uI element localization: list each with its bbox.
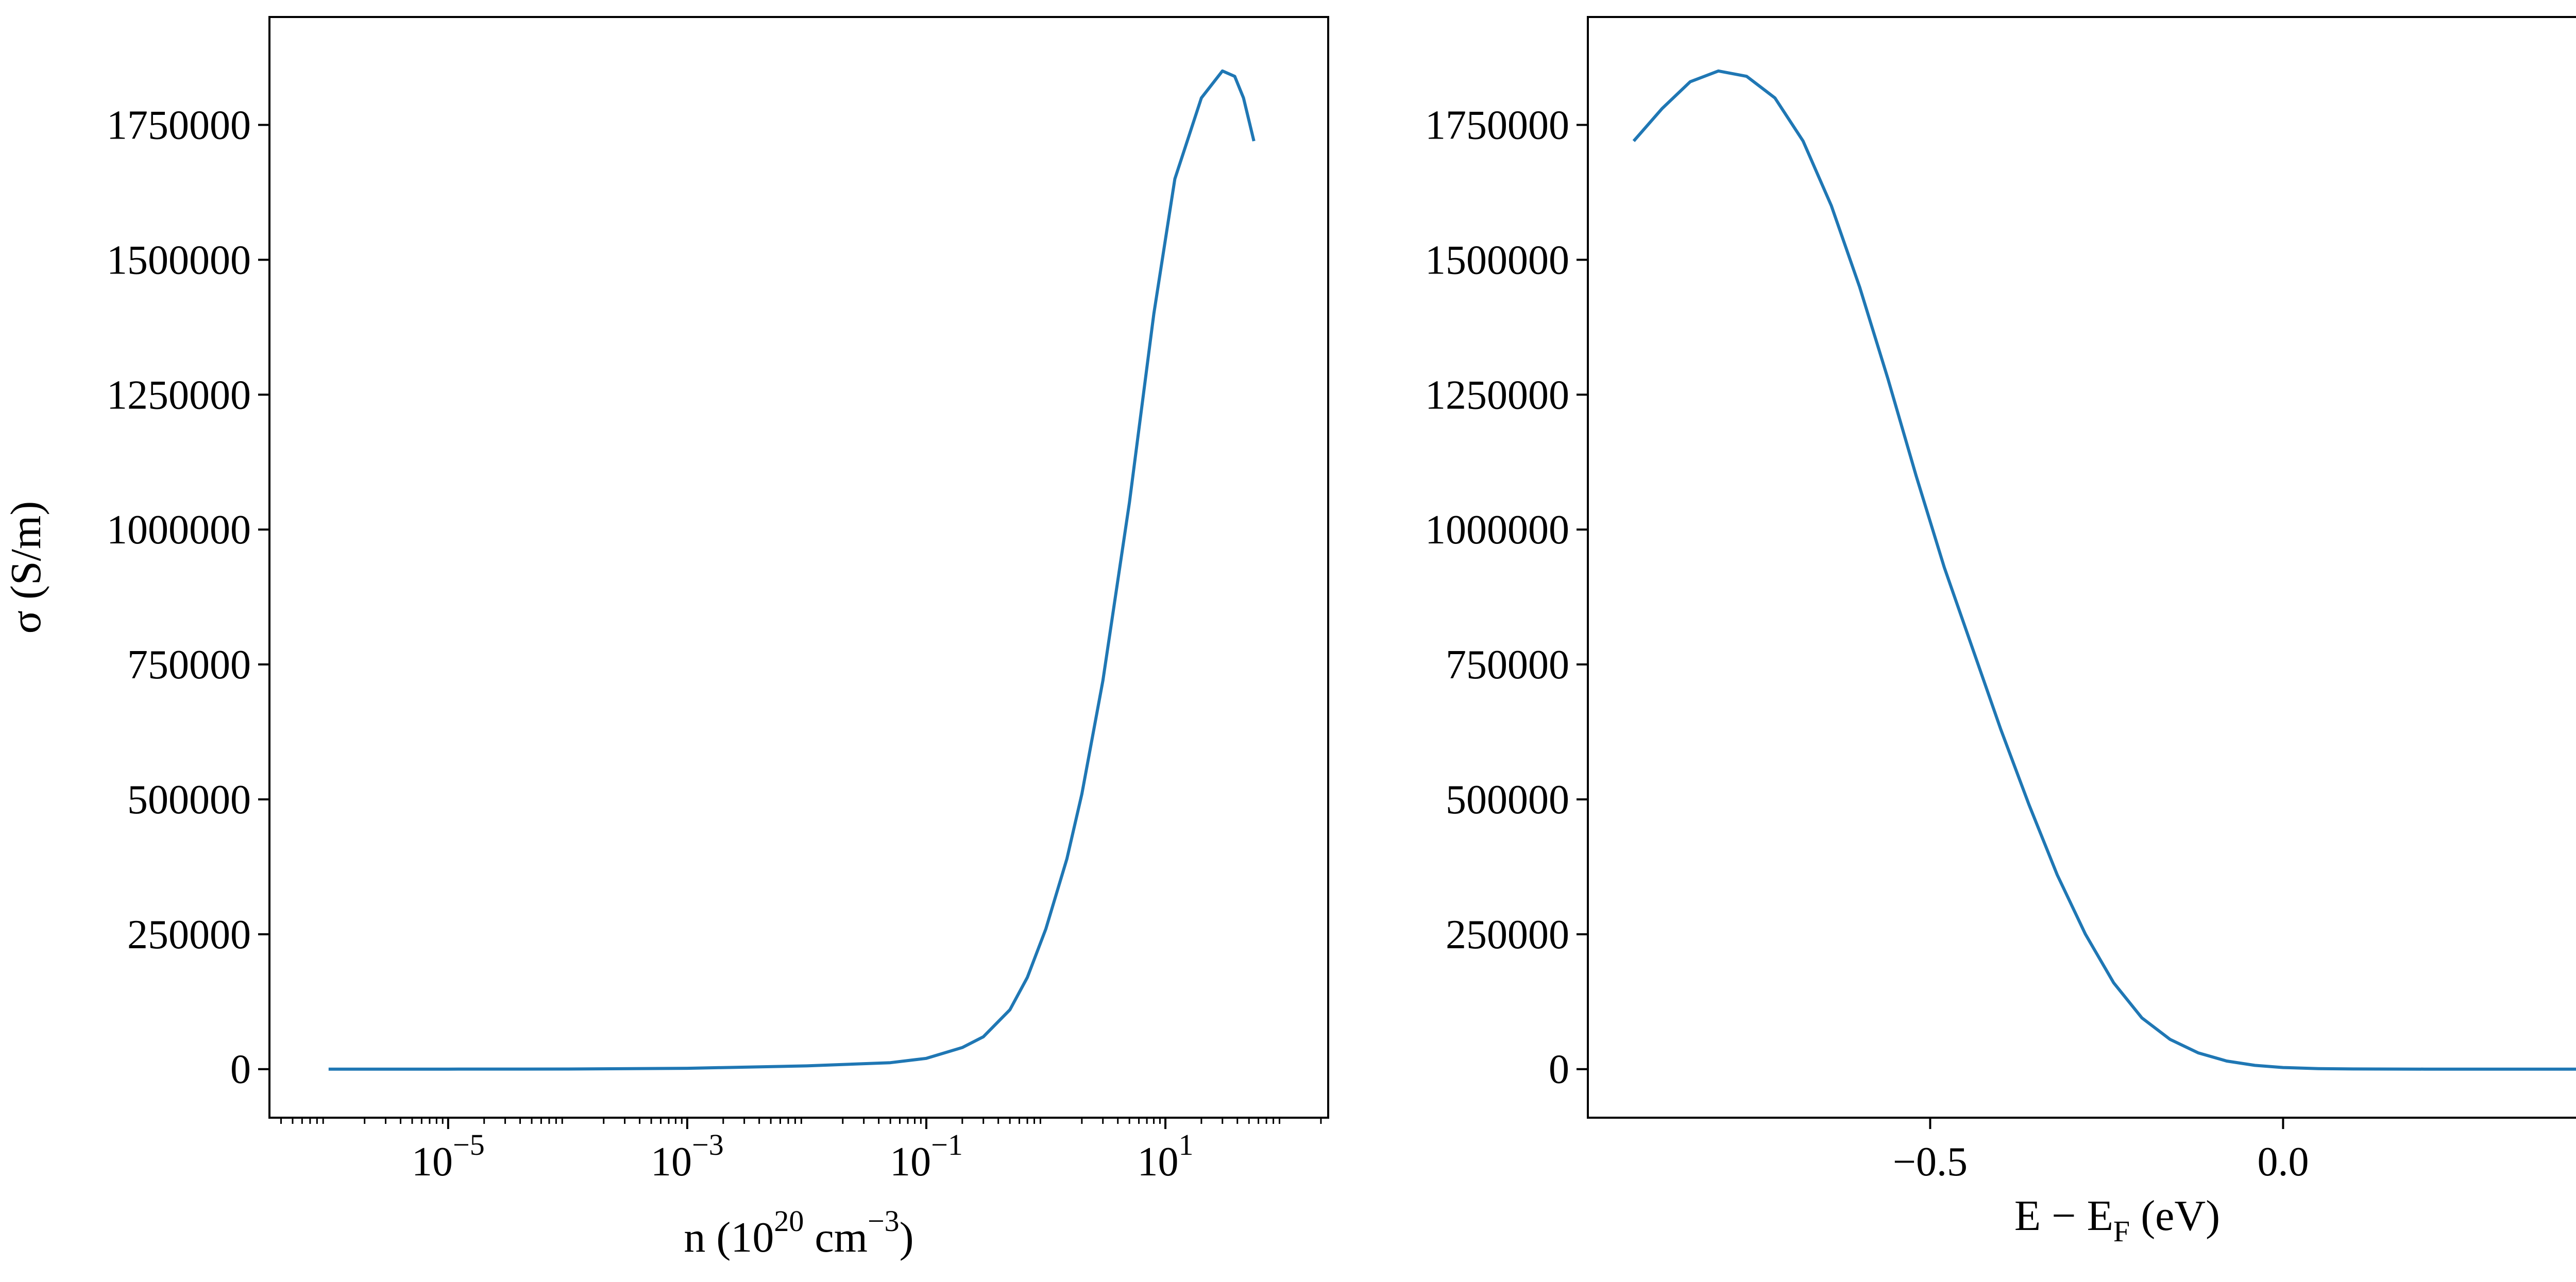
- y-tick-label: 1250000: [1425, 372, 1569, 418]
- right-series-group: [1632, 69, 2576, 1071]
- y-tick-label: 0: [230, 1047, 251, 1092]
- y-tick-label: 1500000: [1425, 237, 1569, 283]
- y-tick-label: 1500000: [107, 237, 251, 283]
- y-tick-label: 1750000: [1425, 103, 1569, 148]
- x-tick-label: 0.0: [2257, 1139, 2309, 1185]
- series-line-0: [328, 69, 1256, 1071]
- y-tick-label: 1750000: [107, 103, 251, 148]
- y-tick-label: 250000: [1446, 912, 1569, 958]
- right-x-label-lead: E − E: [2014, 1192, 2113, 1240]
- right-x-label-tail: (eV): [2130, 1192, 2220, 1240]
- right-y-axis-ticks: 0 250000 500000 750000 1000000 1250000 1500000…: [1425, 103, 1588, 1092]
- left-plot-frame: [268, 16, 1329, 1119]
- left-x-label-exp2: −3: [868, 1204, 900, 1238]
- y-tick-label: 0: [1549, 1047, 1569, 1092]
- left-x-axis-label: n (1020 cm−3): [684, 1204, 913, 1261]
- series-line-0: [1632, 69, 2576, 1071]
- y-tick-label: 250000: [127, 912, 251, 958]
- y-tick-label: 750000: [1446, 642, 1569, 688]
- left-x-axis-ticks: 10−5 10−3 10−1 101: [280, 1118, 1322, 1185]
- right-x-axis-ticks: −0.50.00.5: [1893, 1118, 2309, 1185]
- y-tick-label: 1250000: [107, 372, 251, 418]
- x-tick-label: 101: [1138, 1128, 1194, 1185]
- right-plot-frame: [1587, 16, 2576, 1119]
- y-tick-label: 1000000: [1425, 507, 1569, 553]
- right-chart-panel: 0 250000 500000 750000 1000000 1250000 1500000…: [1425, 16, 2576, 1248]
- left-series-group: [328, 69, 1256, 1071]
- left-y-axis-ticks: 0 250000 500000 750000 1000000 1250000 1500000…: [107, 103, 269, 1092]
- x-tick-label: 10−1: [890, 1128, 963, 1185]
- x-tick-label: 10−3: [651, 1128, 724, 1185]
- x-tick-label: −0.5: [1893, 1139, 1968, 1185]
- x-tick-label: 10−5: [412, 1128, 485, 1185]
- left-x-label-lead: n (10: [684, 1213, 774, 1261]
- y-tick-label: 500000: [127, 777, 251, 823]
- left-x-label-tail: ): [900, 1213, 914, 1261]
- left-x-label-exp1: 20: [774, 1204, 804, 1238]
- right-x-axis-label: E − EF (eV): [2014, 1192, 2220, 1248]
- right-x-label-sub: F: [2113, 1215, 2130, 1248]
- left-x-label-mid: cm: [804, 1213, 868, 1261]
- y-tick-label: 1000000: [107, 507, 251, 553]
- y-tick-label: 750000: [127, 642, 251, 688]
- left-chart-panel: 0 250000 500000 750000 1000000 1250000 1500000…: [2, 16, 1329, 1261]
- left-y-axis-label: σ (S/m): [2, 501, 50, 634]
- y-tick-label: 500000: [1446, 777, 1569, 823]
